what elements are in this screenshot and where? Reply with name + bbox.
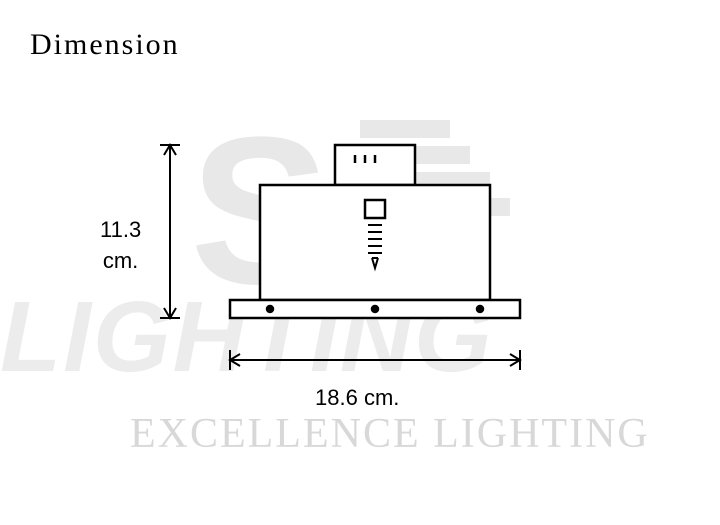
dimension-diagram: 11.3 cm. 18.6 cm. [110, 100, 610, 440]
height-value: 11.3 [100, 217, 141, 242]
height-unit: cm. [103, 248, 138, 273]
height-dimension-label: 11.3 cm. [100, 215, 141, 277]
width-dimension-label: 18.6 cm. [315, 385, 399, 411]
width-value: 18.6 [315, 385, 358, 410]
page-title: Dimension [30, 28, 180, 62]
width-unit: cm. [364, 385, 399, 410]
